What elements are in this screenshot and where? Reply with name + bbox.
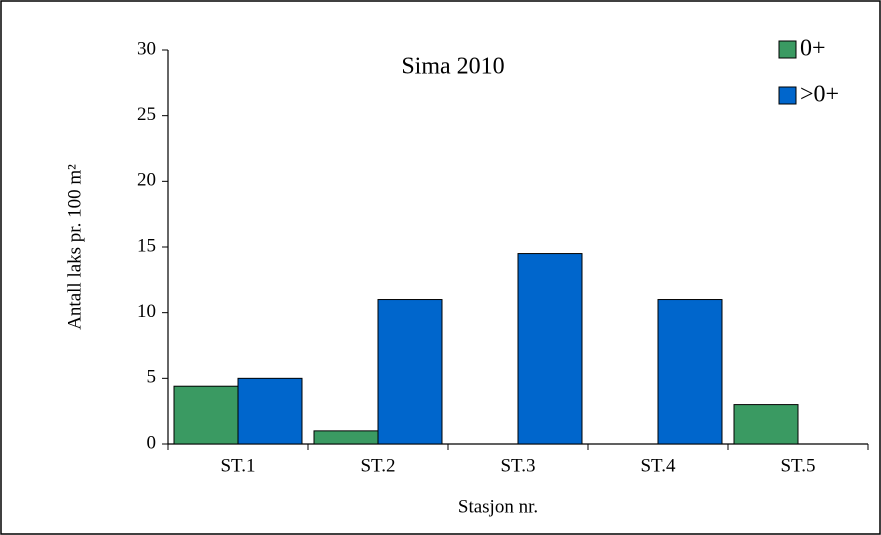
x-axis-label: Stasjon nr. [458,496,538,517]
y-tick-label: 30 [137,38,156,59]
legend-swatch [778,86,797,105]
x-tick-label: ST.1 [220,455,255,476]
y-tick-label: 0 [147,432,157,453]
bar [657,299,723,445]
x-tick-label: ST.4 [640,455,676,476]
y-tick-label: 10 [137,301,156,322]
legend-label: 0+ [800,36,826,62]
bar [173,385,239,445]
bar [733,404,799,445]
y-tick-label: 25 [137,104,156,125]
legend-label: >0+ [800,82,839,108]
y-axis-label: Antall laks pr. 100 m² [64,164,85,330]
bar [237,377,303,445]
x-tick-label: ST.2 [360,455,395,476]
legend-swatch [778,40,797,59]
y-tick-label: 15 [137,235,156,256]
bar [313,430,379,445]
y-tick-label: 5 [147,367,157,388]
bar [517,253,583,445]
chart-title: Sima 2010 [401,54,504,80]
x-tick-label: ST.5 [780,455,815,476]
bar [377,299,443,445]
y-tick-label: 20 [137,170,156,191]
x-tick-label: ST.3 [500,455,535,476]
